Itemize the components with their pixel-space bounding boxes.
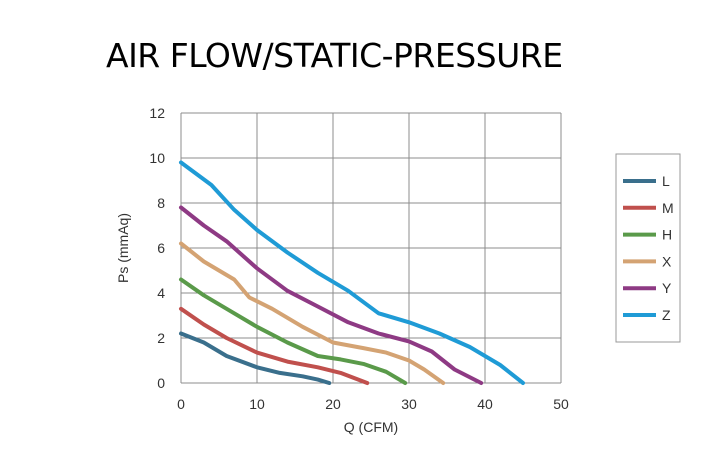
series-line-z	[179, 160, 525, 385]
x-tick-label: 30	[401, 396, 417, 412]
y-tick-label: 6	[157, 240, 165, 256]
series-line-y	[179, 205, 484, 385]
series-lines	[179, 160, 525, 385]
series-line-m	[179, 306, 370, 385]
x-tick-label: 50	[553, 396, 569, 412]
y-tick-label: 4	[157, 285, 165, 301]
y-tick-label: 12	[149, 105, 165, 121]
x-tick-labels: 0 10 20 30 40 50	[177, 396, 569, 412]
legend-label-h: H	[662, 227, 672, 243]
series-line-l	[179, 331, 332, 385]
y-tick-label: 0	[157, 375, 165, 391]
x-axis-label: Q (CFM)	[344, 419, 398, 435]
chart-title: AIR FLOW/STATIC-PRESSURE	[106, 36, 563, 75]
legend-label-x: X	[662, 253, 672, 269]
series-line-h	[179, 277, 408, 385]
legend-label-l: L	[662, 173, 670, 189]
legend-label-y: Y	[662, 280, 672, 296]
legend-box	[615, 153, 681, 343]
legend-label-m: M	[662, 200, 674, 216]
legend-label-z: Z	[662, 307, 671, 323]
x-tick-label: 10	[249, 396, 265, 412]
y-tick-label: 2	[157, 330, 165, 346]
y-tick-label: 10	[149, 150, 165, 166]
y-tick-label: 8	[157, 195, 165, 211]
x-tick-label: 0	[177, 396, 185, 412]
x-tick-label: 20	[325, 396, 341, 412]
series-line-x	[179, 241, 446, 385]
y-tick-labels: 0 2 4 6 8 10 12	[149, 105, 165, 391]
x-tick-label: 40	[477, 396, 493, 412]
y-axis-label: Ps (mmAq)	[115, 213, 131, 283]
